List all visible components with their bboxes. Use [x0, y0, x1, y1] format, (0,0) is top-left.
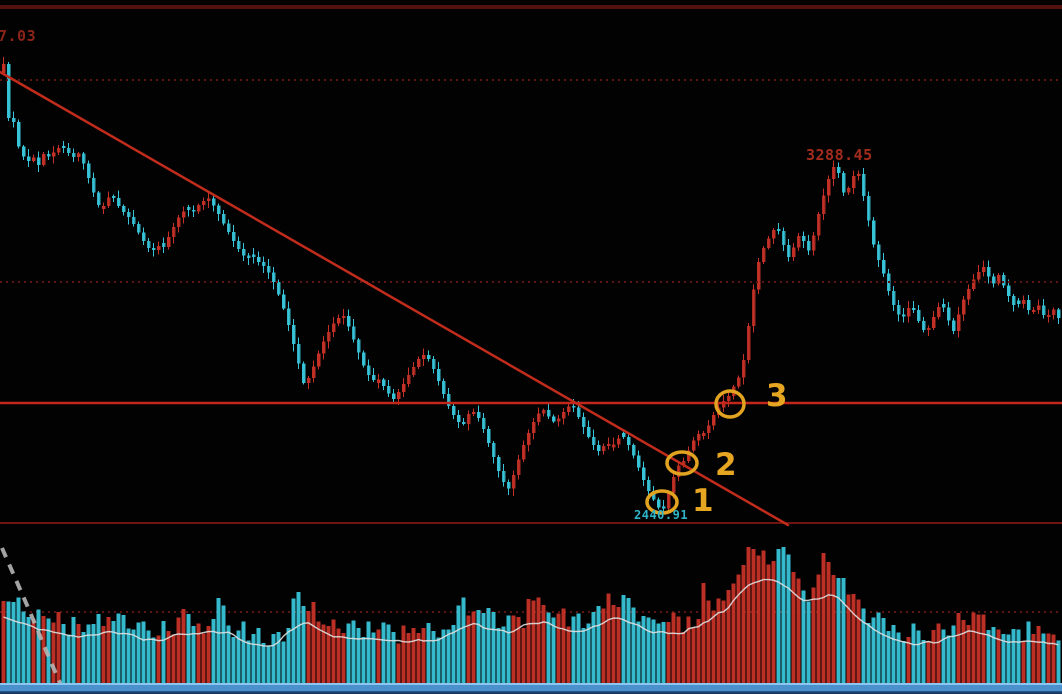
annotation-number-2: 2	[715, 447, 737, 483]
annotation-number-1: 1	[692, 483, 714, 519]
price-label-major-low: 2440.91	[634, 508, 689, 522]
descending-trendline	[0, 70, 790, 527]
volume-dashed-guide-line	[0, 547, 66, 693]
candlestick-series	[1, 56, 1061, 515]
volume-bars	[1, 546, 1061, 683]
price-label-left-high: 7.03	[0, 27, 37, 45]
horizontal-price-lines	[0, 5, 1062, 613]
annotation-number-3: 3	[766, 378, 788, 414]
volume-ma-line	[3, 578, 1059, 647]
price-label-right-peak: 3288.45	[806, 146, 873, 164]
annotation-circles	[645, 389, 746, 515]
horizontal-scrollbar[interactable]	[0, 683, 1062, 694]
